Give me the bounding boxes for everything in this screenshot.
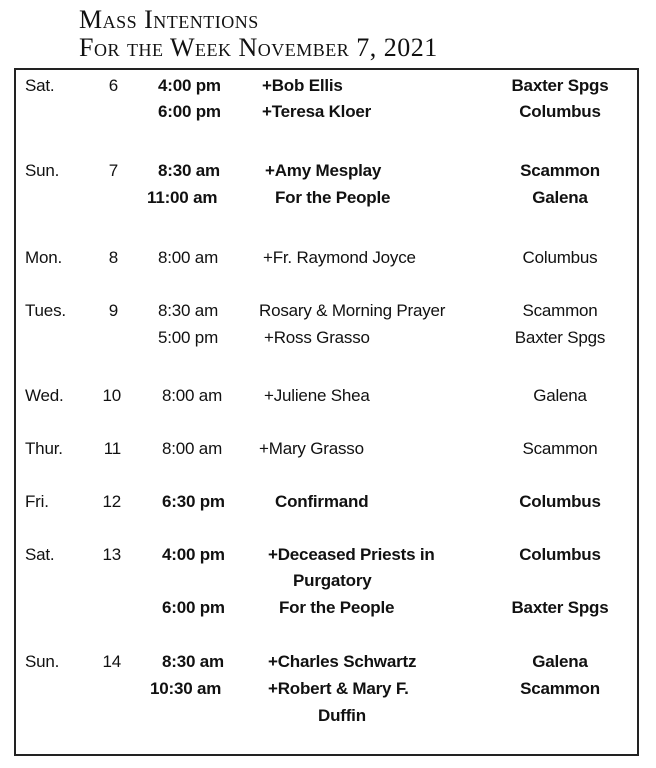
intention: For the People [279,598,395,617]
intention: +Amy Mesplay [265,161,382,180]
day-label: Sun. [25,652,60,671]
location: Columbus [519,492,601,511]
mass-time: 8:00 am [158,248,219,267]
intention: +Fr. Raymond Joyce [263,248,416,267]
mass-time: 8:30 am [158,301,219,320]
date-number: 6 [108,76,118,95]
location: Columbus [519,545,601,564]
location: Galena [532,188,588,207]
mass-time: 6:00 pm [162,598,225,617]
date-number: 12 [102,492,121,511]
date-number: 10 [102,386,121,405]
location: Galena [533,386,587,405]
mass-time: 4:00 pm [162,545,225,564]
intention: Duffin [318,706,366,725]
intention: +Mary Grasso [259,439,364,458]
schedule-box [14,68,639,756]
day-label: Wed. [25,386,64,405]
location: Scammon [520,679,600,698]
mass-time: 5:00 pm [158,328,219,347]
location: Baxter Spgs [511,598,609,617]
location: Columbus [519,102,601,121]
location: Baxter Spgs [511,76,609,95]
mass-time: 10:30 am [150,679,222,698]
intention: Confirmand [275,492,369,511]
title-line-1: Mass Intentions [79,5,259,34]
intention: +Deceased Priests in [268,545,435,564]
intention: +Ross Grasso [264,328,370,347]
intention: Rosary & Morning Prayer [259,301,446,320]
title-line-2: For the Week November 7, 2021 [79,33,438,62]
intention: For the People [275,188,391,207]
location: Galena [532,652,588,671]
mass-time: 8:30 am [158,161,220,180]
mass-time: 4:00 pm [158,76,221,95]
location: Scammon [522,439,598,458]
location: Columbus [522,248,598,267]
location: Scammon [522,301,598,320]
intention: +Robert & Mary F. [268,679,409,698]
day-label: Fri. [25,492,49,511]
intention: +Juliene Shea [264,386,370,405]
day-label: Mon. [25,248,62,267]
intention: Purgatory [293,571,372,590]
location: Scammon [520,161,600,180]
date-number: 13 [102,545,121,564]
mass-time: 8:00 am [162,439,223,458]
location: Baxter Spgs [514,328,606,347]
mass-time: 6:00 pm [158,102,221,121]
date-number: 9 [108,301,118,320]
intention: +Teresa Kloer [262,102,372,121]
mass-time: 11:00 am [147,188,218,207]
date-number: 7 [108,161,118,180]
intention: +Charles Schwartz [268,652,417,671]
mass-time: 8:30 am [162,652,224,671]
intention: +Bob Ellis [262,76,343,95]
mass-time: 8:00 am [162,386,223,405]
day-label: Tues. [25,301,66,320]
day-label: Thur. [25,439,63,458]
date-number: 8 [108,248,118,267]
day-label: Sat. [25,76,55,95]
date-number: 11 [103,439,121,458]
mass-time: 6:30 pm [162,492,225,511]
date-number: 14 [102,652,121,671]
day-label: Sun. [25,161,60,180]
day-label: Sat. [25,545,55,564]
